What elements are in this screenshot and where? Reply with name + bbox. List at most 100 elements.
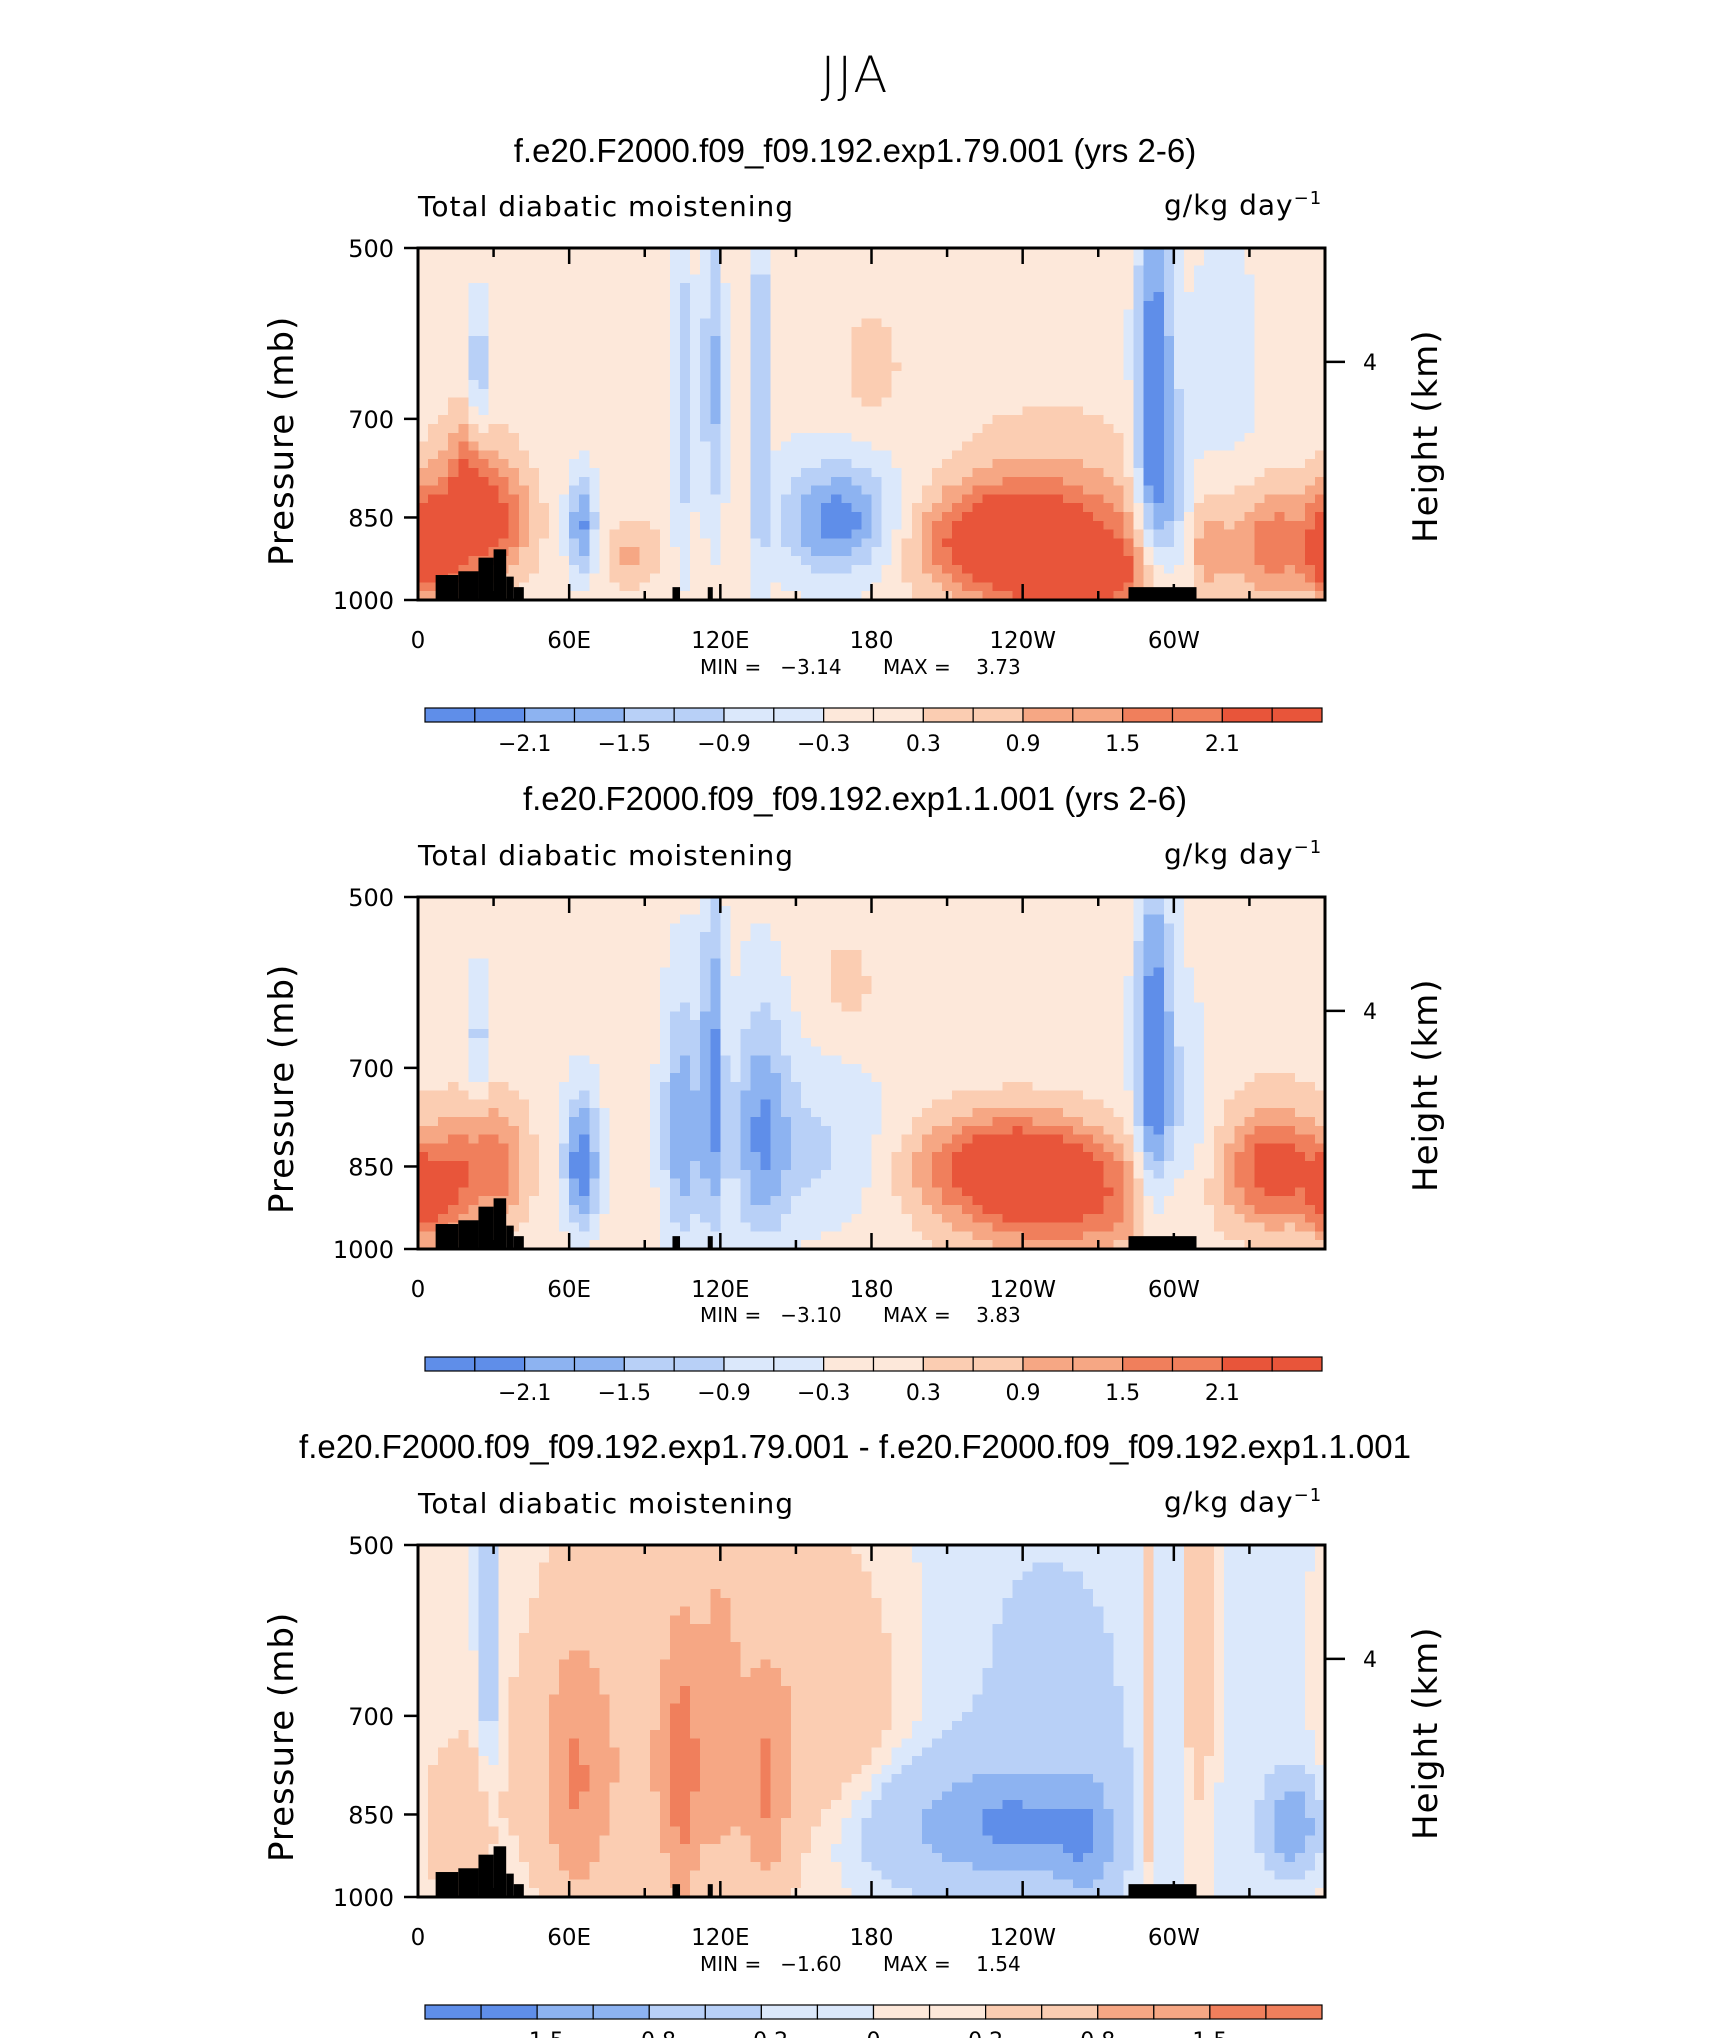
contour-cell — [1234, 432, 1245, 443]
contour-cell — [1052, 353, 1064, 363]
contour-cell — [871, 371, 883, 381]
contour-cell — [458, 976, 469, 986]
contour-cell — [619, 582, 631, 592]
contour-cell — [720, 485, 732, 495]
contour-cell — [478, 564, 490, 575]
contour-cell — [901, 336, 913, 346]
contour-cell — [1274, 388, 1286, 399]
contour-cell — [1304, 485, 1316, 495]
contour-cell — [478, 1064, 490, 1074]
contour-cell — [921, 292, 933, 302]
contour-cell — [952, 274, 963, 284]
contour-cell — [488, 1046, 500, 1056]
contour-cell — [639, 1169, 651, 1180]
contour-cell — [659, 1134, 671, 1144]
contour-cell — [1083, 300, 1094, 311]
contour-cell — [559, 1073, 570, 1083]
contour-cell — [438, 283, 449, 293]
contour-cell — [508, 388, 520, 399]
contour-cell — [498, 441, 510, 451]
contour-cell — [770, 538, 782, 548]
contour-cell — [982, 468, 994, 478]
contour-cell — [720, 512, 732, 522]
contour-cell — [639, 1213, 651, 1224]
contour-cell — [669, 371, 681, 381]
contour-cell — [891, 564, 903, 575]
contour-cell — [518, 468, 530, 478]
contour-cell — [629, 985, 641, 995]
contour-cell — [528, 1020, 540, 1030]
contour-cell — [639, 309, 651, 319]
contour-cell — [851, 591, 863, 601]
contour-cell — [629, 1117, 641, 1127]
contour-cell — [599, 582, 611, 592]
contour-cell — [1103, 248, 1114, 258]
contour-cell — [690, 1213, 701, 1224]
contour-cell — [700, 432, 711, 443]
contour-cell — [1193, 564, 1205, 575]
contour-cell — [901, 573, 913, 583]
contour-cell — [1032, 485, 1044, 495]
contour-cell — [579, 1011, 590, 1021]
contour-cell — [1234, 556, 1245, 566]
contour-cell — [760, 309, 772, 319]
contour-cell — [438, 1152, 449, 1162]
contour-cell — [1314, 406, 1326, 416]
contour-cell — [1173, 512, 1185, 522]
contour-cell — [1294, 406, 1306, 416]
contour-cell — [448, 485, 459, 495]
contour-cell — [609, 1002, 621, 1012]
contour-cell — [1133, 424, 1145, 434]
contour-cell — [972, 415, 983, 425]
contour-cell — [1234, 476, 1245, 487]
contour-cell — [730, 397, 742, 407]
contour-cell — [1012, 538, 1024, 548]
contour-cell — [1304, 265, 1316, 275]
contour-cell — [1204, 573, 1215, 583]
contour-cell — [609, 1178, 621, 1188]
contour-cell — [498, 914, 510, 924]
contour-cell — [488, 1152, 500, 1162]
contour-cell — [811, 248, 822, 258]
contour-cell — [1254, 529, 1266, 539]
contour-cell — [730, 380, 742, 390]
contour-cell — [438, 1037, 449, 1048]
contour-cell — [508, 1231, 520, 1241]
contour-cell — [962, 274, 973, 284]
contour-cell — [468, 274, 480, 284]
contour-cell — [488, 1011, 500, 1021]
contour-cell — [569, 1143, 580, 1153]
contour-cell — [1314, 432, 1326, 443]
contour-cell — [1103, 274, 1114, 284]
contour-cell — [1022, 494, 1034, 504]
contour-cell — [750, 274, 762, 284]
contour-cell — [478, 1240, 490, 1250]
contour-cell — [1032, 309, 1044, 319]
contour-cell — [800, 529, 812, 539]
contour-cell — [851, 274, 863, 284]
contour-cell — [770, 441, 782, 451]
contour-cell — [589, 432, 600, 443]
contour-cell — [518, 1213, 530, 1224]
contour-cell — [579, 371, 590, 381]
contour-cell — [1254, 476, 1266, 487]
contour-cell — [780, 406, 792, 416]
contour-cell — [700, 897, 711, 907]
contour-cell — [518, 371, 530, 381]
contour-cell — [589, 573, 600, 583]
contour-cell — [1073, 327, 1084, 337]
contour-cell — [821, 327, 832, 337]
contour-cell — [1254, 371, 1266, 381]
contour-cell — [720, 248, 732, 258]
contour-cell — [821, 406, 832, 416]
contour-cell — [478, 1081, 490, 1092]
contour-cell — [498, 958, 510, 968]
contour-cell — [690, 318, 701, 328]
contour-cell — [528, 1002, 540, 1012]
contour-cell — [720, 1205, 732, 1215]
contour-cell — [690, 1117, 701, 1127]
contour-cell — [811, 547, 822, 557]
contour-cell — [508, 1213, 520, 1224]
contour-cell — [1153, 432, 1165, 443]
contour-cell — [1234, 573, 1245, 583]
